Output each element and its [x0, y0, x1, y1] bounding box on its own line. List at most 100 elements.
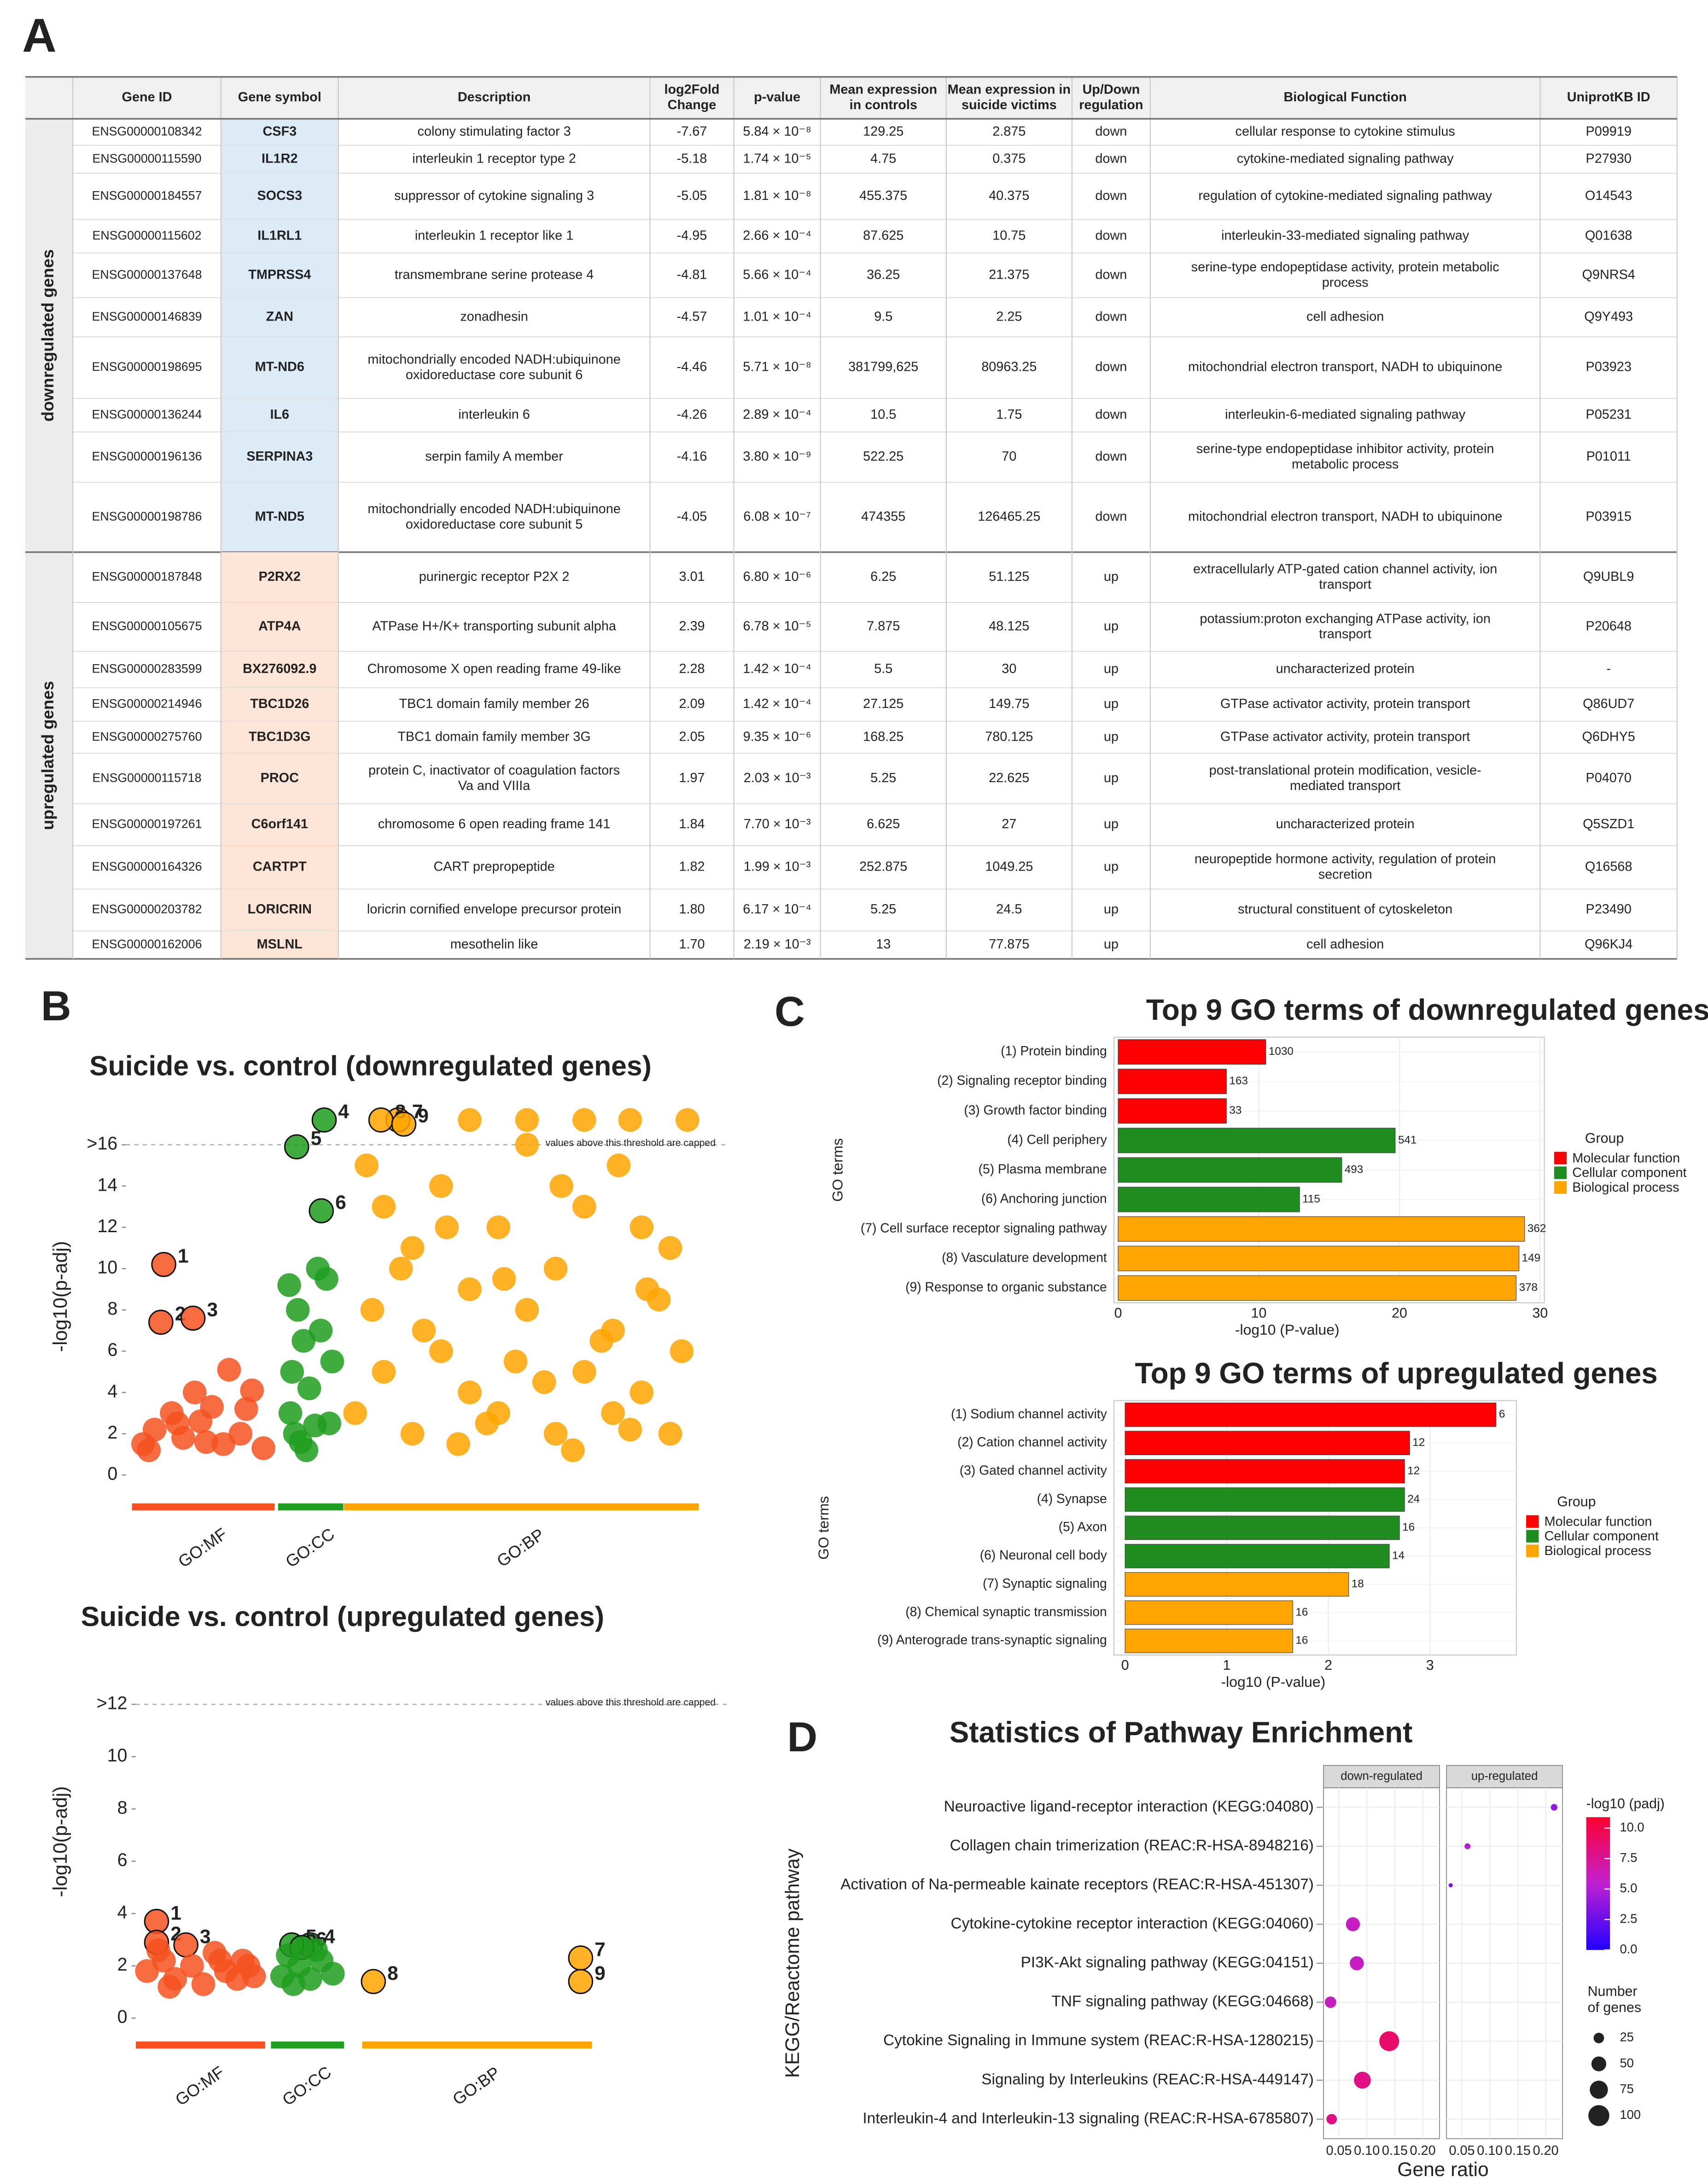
table-cell: MT-ND5 [255, 509, 304, 524]
table-cell: 5.66 × 10⁻⁴ [743, 267, 811, 282]
bar [1118, 1187, 1300, 1212]
point-label: 9 [595, 1963, 606, 1984]
table-cell: 87.625 [863, 228, 904, 243]
table-cell: 27.125 [863, 696, 904, 711]
y-tick-label: 4 [117, 1902, 128, 1923]
point [429, 1339, 453, 1363]
y-tick-label: 12 [97, 1216, 117, 1236]
table-cell: ENSG00000146839 [92, 310, 202, 323]
legend-swatch [1526, 1515, 1539, 1528]
table-cell: 48.125 [989, 619, 1029, 634]
table-cell: 6.78 × 10⁻⁵ [743, 619, 811, 634]
legend-label: Cellular component [1572, 1165, 1686, 1180]
bar-label: 493 [1345, 1163, 1364, 1176]
table-cell: down [1095, 509, 1127, 524]
point [311, 1107, 337, 1133]
legend-label: Biological process [1572, 1180, 1679, 1195]
point [630, 1381, 654, 1404]
table-cell: 36.25 [867, 267, 900, 282]
group-label: GO:BP [493, 1525, 548, 1571]
table-cell: ENSG00000184557 [92, 188, 202, 202]
table-cell: 474355 [861, 509, 905, 524]
table-cell: ENSG00000203782 [92, 902, 202, 916]
column-header: UniprotKB ID [1567, 90, 1650, 105]
table-cell: LORICRIN [248, 902, 312, 917]
table-header-bg [25, 76, 1677, 119]
group-label: GO:MF [175, 1524, 230, 1571]
group-label: GO:BP [449, 2063, 503, 2109]
table-cell: Q9Y493 [1584, 309, 1633, 324]
category-label: Activation of Na-permeable kainate recep… [840, 1876, 1314, 1893]
table-cell: transmembrane serine protease 4 [395, 267, 594, 282]
table-cell: up [1104, 860, 1119, 874]
table-cell: Q16568 [1585, 860, 1632, 874]
table-cell: cell adhesion [1306, 937, 1384, 952]
table-cell: interleukin 1 receptor like 1 [415, 228, 573, 243]
group-label: GO:CC [282, 1524, 338, 1571]
table-cell: ENSG00000115718 [93, 771, 202, 784]
symbol-cell-bg [221, 118, 338, 146]
column-header: Up/Down regulation [1079, 82, 1143, 112]
table-cell: CART prepropeptide [433, 860, 554, 874]
point [144, 1908, 169, 1934]
symbol-cell-bg [221, 337, 338, 398]
bar-label: 16 [1402, 1521, 1415, 1533]
table-cell: 1.74 × 10⁻⁵ [743, 152, 811, 166]
x-tick-label: 0.10 [1354, 2143, 1380, 2158]
bar-label: 33 [1229, 1104, 1242, 1117]
table-cell: 2.875 [992, 124, 1026, 139]
point [281, 1972, 305, 1996]
y-tick-label: 2 [117, 1954, 128, 1975]
table-cell: -5.05 [677, 188, 707, 203]
category-label: TNF signaling pathway (KEGG:04668) [1051, 1993, 1314, 2010]
legend-title: Group [1557, 1494, 1596, 1509]
point [618, 1108, 642, 1132]
facet-label: down-regulated [1341, 1770, 1422, 1783]
table-cell: Chromosome X open reading frame 49-like [367, 661, 621, 676]
table-cell: 1.99 × 10⁻³ [744, 860, 811, 874]
point [568, 1969, 594, 1995]
table-cell: 22.625 [989, 771, 1029, 785]
table-cell: -4.16 [677, 449, 707, 464]
point-label: 7 [595, 1939, 606, 1961]
category-label: (6) Neuronal cell body [980, 1548, 1108, 1562]
size-legend-title: Number of genes [1588, 1984, 1641, 2015]
point [173, 1932, 198, 1958]
symbol-cell-bg [221, 889, 338, 931]
table-cell: post-translational protein modification,… [1209, 763, 1481, 793]
group-label: upregulated genes [38, 681, 57, 830]
table-cell: ENSG00000162006 [92, 937, 202, 951]
chart-title: Top 9 GO terms of upregulated genes [1135, 1357, 1657, 1390]
table-cell: 2.28 [679, 661, 705, 676]
legend-title: Group [1585, 1131, 1624, 1146]
table-cell: 2.89 × 10⁻⁴ [743, 407, 811, 422]
point [321, 1961, 345, 1986]
table-cell: zonadhesin [460, 309, 528, 324]
bar-label: 115 [1302, 1193, 1320, 1205]
table-cell: CARTPT [253, 860, 307, 874]
point [400, 1422, 425, 1446]
y-axis-label: KEGG/Reactome pathway [782, 1848, 804, 2078]
y-axis-label: -log10(p-adj) [50, 1241, 71, 1352]
table-cell: 5.25 [870, 902, 896, 917]
point [635, 1277, 659, 1301]
table-cell: 77.875 [989, 937, 1029, 952]
table-cell: O14543 [1585, 188, 1632, 203]
y-tick-label: 6 [107, 1340, 117, 1360]
point [278, 1401, 303, 1425]
table-cell: 2.39 [679, 619, 705, 634]
table-cell: ENSG00000164326 [92, 860, 202, 873]
y-axis-label: -log10(p-adj) [50, 1786, 71, 1897]
bar [1125, 1628, 1293, 1653]
symbol-cell-bg [221, 145, 338, 174]
table-cell: IL1RL1 [257, 228, 302, 243]
point [572, 1360, 596, 1384]
table-cell: up [1104, 619, 1119, 634]
table-cell: interleukin-33-mediated signaling pathwa… [1221, 228, 1469, 243]
symbol-cell-bg [221, 482, 338, 552]
legend-label: Molecular function [1545, 1514, 1652, 1529]
table-cell: Q01638 [1585, 228, 1632, 243]
table-cell: mitochondrially encoded NADH:ubiquinone o… [367, 352, 620, 382]
table-cell: mitochondrial electron transport, NADH t… [1188, 360, 1502, 374]
